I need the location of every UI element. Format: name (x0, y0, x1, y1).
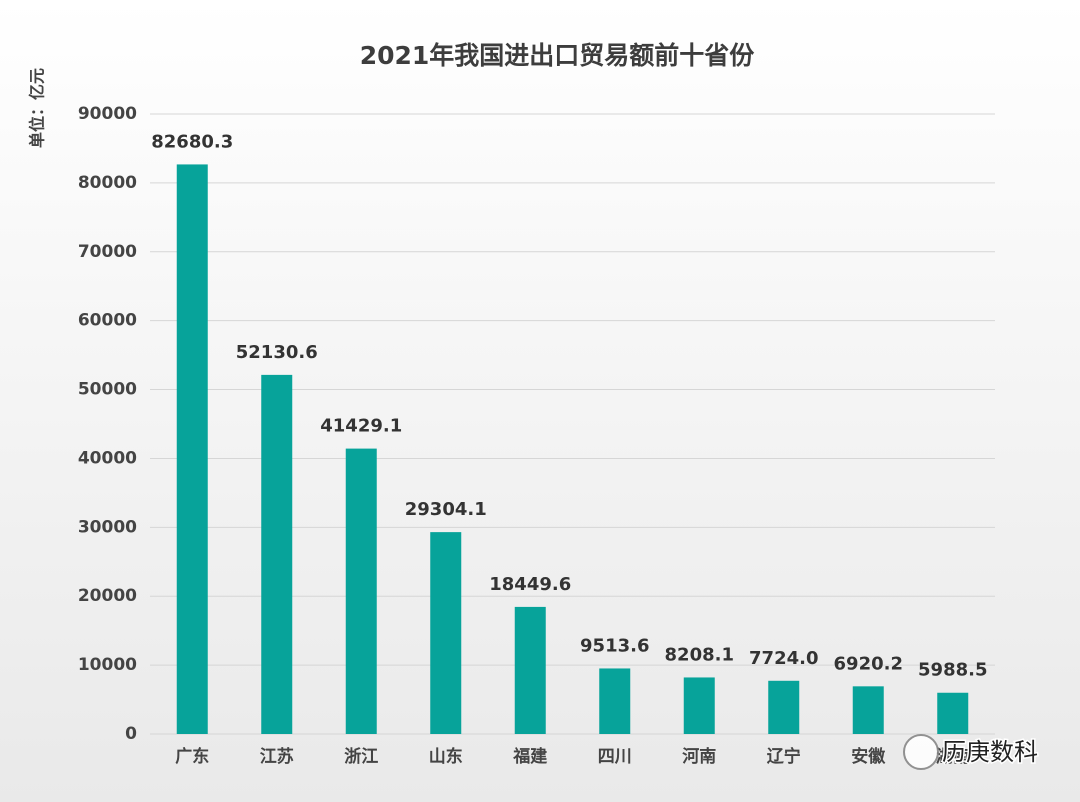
y-tick-label: 70000 (78, 242, 137, 262)
y-tick-label: 20000 (78, 586, 137, 606)
x-tick-label: 江苏 (260, 746, 294, 767)
value-label: 82680.3 (151, 131, 233, 152)
y-axis-label: 单位：亿元 (28, 68, 47, 148)
x-tick-label: 浙江 (344, 746, 378, 767)
watermark: 历庚数科 (942, 738, 1038, 766)
x-tick-label: 安徽 (851, 746, 886, 767)
bar (176, 164, 208, 734)
y-tick-label: 30000 (78, 517, 137, 537)
bar (683, 677, 715, 734)
x-tick-label: 湖南 (936, 746, 970, 767)
value-label: 41429.1 (320, 416, 402, 437)
x-tick-label: 广东 (175, 746, 209, 767)
bar (852, 686, 884, 734)
y-tick-label: 60000 (78, 311, 137, 331)
x-tick-label: 四川 (598, 747, 632, 767)
chart-title: 2021年我国进出口贸易额前十省份 (360, 41, 755, 70)
value-label: 29304.1 (405, 499, 487, 520)
y-tick-label: 0 (125, 724, 137, 744)
bar (937, 692, 969, 734)
x-tick-label: 福建 (512, 746, 547, 767)
x-tick-label: 河南 (682, 746, 716, 767)
value-label: 9513.6 (580, 635, 649, 656)
value-label: 18449.6 (489, 574, 571, 595)
watermark-icon (903, 734, 939, 770)
bar (430, 532, 462, 734)
y-tick-label: 10000 (78, 655, 137, 675)
value-label: 5988.5 (918, 660, 987, 681)
y-tick-label: 40000 (78, 448, 137, 468)
x-tick-label: 山东 (429, 746, 463, 767)
y-tick-label: 90000 (78, 104, 137, 124)
bar (514, 606, 546, 734)
value-label: 52130.6 (236, 342, 318, 363)
bar (768, 680, 800, 734)
bar (261, 374, 293, 734)
bar (599, 668, 631, 734)
bar (345, 448, 377, 734)
x-tick-label: 辽宁 (767, 746, 801, 767)
value-label: 6920.2 (834, 653, 903, 674)
y-tick-label: 80000 (78, 173, 137, 193)
y-tick-label: 50000 (78, 380, 137, 400)
value-label: 7724.0 (749, 648, 818, 669)
value-label: 8208.1 (665, 644, 734, 665)
